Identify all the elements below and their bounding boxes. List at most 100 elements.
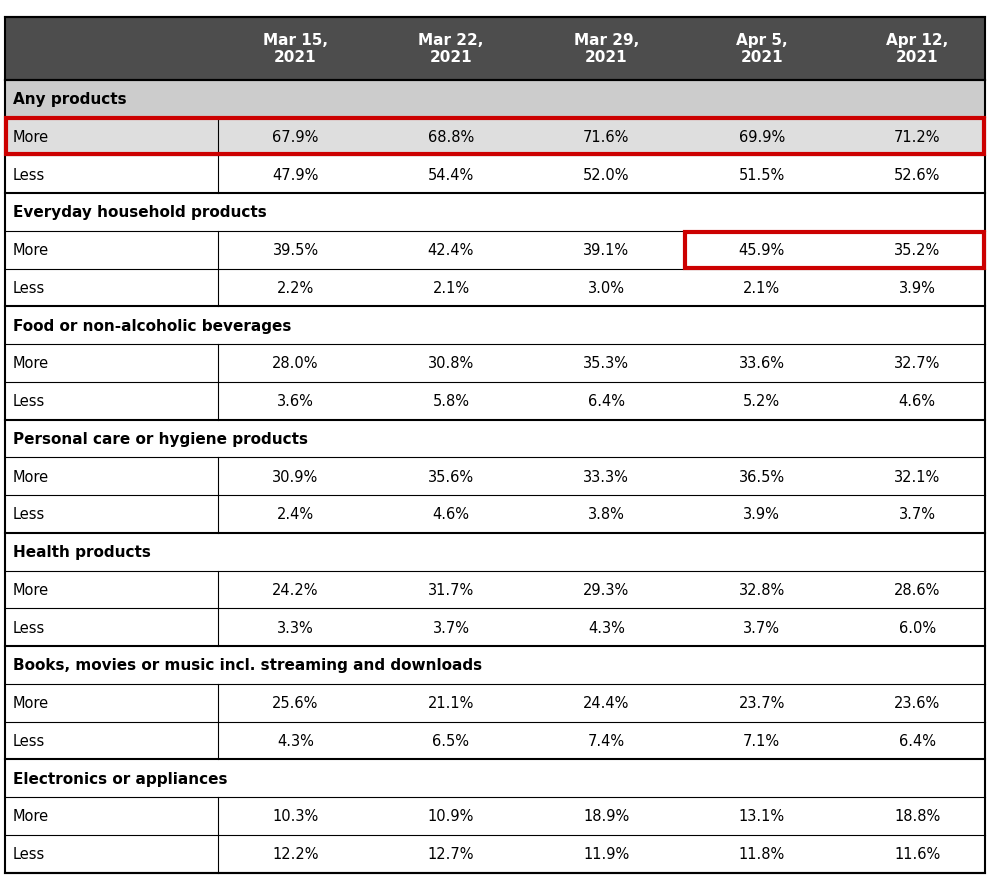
Bar <box>5 684 985 722</box>
Text: 6.4%: 6.4% <box>899 733 936 748</box>
Bar <box>5 269 985 307</box>
Text: 4.3%: 4.3% <box>588 620 625 635</box>
Text: 30.8%: 30.8% <box>428 356 474 371</box>
Text: 11.9%: 11.9% <box>583 846 630 861</box>
Text: 24.2%: 24.2% <box>272 582 319 597</box>
Text: 4.3%: 4.3% <box>277 733 314 748</box>
Text: 2.1%: 2.1% <box>433 281 469 296</box>
Text: Health products: Health products <box>13 545 150 560</box>
Text: 36.5%: 36.5% <box>739 469 785 484</box>
Bar <box>5 382 985 420</box>
Text: 39.1%: 39.1% <box>583 243 630 258</box>
Text: 13.1%: 13.1% <box>739 809 785 824</box>
Text: Mar 15,
2021: Mar 15, 2021 <box>263 33 328 65</box>
Text: Any products: Any products <box>13 92 127 107</box>
Text: 32.1%: 32.1% <box>894 469 940 484</box>
Bar <box>5 797 985 835</box>
Text: 10.3%: 10.3% <box>272 809 319 824</box>
Text: More: More <box>13 243 49 258</box>
Text: 68.8%: 68.8% <box>428 130 474 145</box>
Text: 28.6%: 28.6% <box>894 582 940 597</box>
Text: More: More <box>13 695 49 710</box>
Text: 12.2%: 12.2% <box>272 846 319 861</box>
Text: More: More <box>13 469 49 484</box>
Text: 4.6%: 4.6% <box>433 507 469 522</box>
Bar <box>5 609 985 646</box>
Text: 54.4%: 54.4% <box>428 168 474 182</box>
Text: 24.4%: 24.4% <box>583 695 630 710</box>
Text: 51.5%: 51.5% <box>739 168 785 182</box>
Text: 7.4%: 7.4% <box>588 733 625 748</box>
Bar <box>5 18 985 81</box>
Bar <box>5 345 985 382</box>
Text: 31.7%: 31.7% <box>428 582 474 597</box>
Text: 5.2%: 5.2% <box>743 394 780 409</box>
Text: Less: Less <box>13 281 46 296</box>
Text: More: More <box>13 356 49 371</box>
Text: 3.3%: 3.3% <box>277 620 314 635</box>
Text: 3.6%: 3.6% <box>277 394 314 409</box>
Text: 33.3%: 33.3% <box>583 469 630 484</box>
Text: 30.9%: 30.9% <box>272 469 319 484</box>
Text: 35.6%: 35.6% <box>428 469 474 484</box>
Text: 39.5%: 39.5% <box>272 243 319 258</box>
Bar <box>5 533 985 571</box>
Text: 3.8%: 3.8% <box>588 507 625 522</box>
Text: 2.1%: 2.1% <box>743 281 780 296</box>
Text: 18.8%: 18.8% <box>894 809 940 824</box>
Bar <box>5 835 985 873</box>
Text: More: More <box>13 130 49 145</box>
Bar <box>5 496 985 533</box>
Text: 3.7%: 3.7% <box>433 620 469 635</box>
Text: 45.9%: 45.9% <box>739 243 785 258</box>
Text: 32.8%: 32.8% <box>739 582 785 597</box>
Text: 47.9%: 47.9% <box>272 168 319 182</box>
Bar <box>5 156 985 194</box>
Text: 18.9%: 18.9% <box>583 809 630 824</box>
Text: 29.3%: 29.3% <box>583 582 630 597</box>
Text: 35.3%: 35.3% <box>583 356 630 371</box>
Text: 67.9%: 67.9% <box>272 130 319 145</box>
Text: 71.6%: 71.6% <box>583 130 630 145</box>
Text: 71.2%: 71.2% <box>894 130 940 145</box>
Text: Less: Less <box>13 846 46 861</box>
Text: 32.7%: 32.7% <box>894 356 940 371</box>
Text: 3.9%: 3.9% <box>743 507 780 522</box>
Bar <box>5 81 985 118</box>
Text: 6.4%: 6.4% <box>588 394 625 409</box>
Text: 7.1%: 7.1% <box>743 733 780 748</box>
Text: Everyday household products: Everyday household products <box>13 205 266 220</box>
Text: 33.6%: 33.6% <box>739 356 785 371</box>
Text: Mar 22,
2021: Mar 22, 2021 <box>418 33 484 65</box>
Text: More: More <box>13 582 49 597</box>
Bar <box>5 307 985 345</box>
Text: 35.2%: 35.2% <box>894 243 940 258</box>
Text: 12.7%: 12.7% <box>428 846 474 861</box>
Bar <box>5 722 985 759</box>
Text: 2.2%: 2.2% <box>277 281 314 296</box>
Text: Apr 12,
2021: Apr 12, 2021 <box>886 33 948 65</box>
Text: Less: Less <box>13 733 46 748</box>
Text: 25.6%: 25.6% <box>272 695 319 710</box>
Bar <box>5 118 985 156</box>
Text: 23.6%: 23.6% <box>894 695 940 710</box>
Text: 11.8%: 11.8% <box>739 846 785 861</box>
Bar <box>5 194 985 232</box>
Bar <box>685 232 984 268</box>
Text: 28.0%: 28.0% <box>272 356 319 371</box>
Text: Books, movies or music incl. streaming and downloads: Books, movies or music incl. streaming a… <box>13 658 482 673</box>
Bar <box>5 646 985 684</box>
Text: Apr 5,
2021: Apr 5, 2021 <box>736 33 788 65</box>
Text: Personal care or hygiene products: Personal care or hygiene products <box>13 431 308 446</box>
Text: 2.4%: 2.4% <box>277 507 314 522</box>
Text: 3.7%: 3.7% <box>743 620 780 635</box>
Text: Mar 29,
2021: Mar 29, 2021 <box>574 33 639 65</box>
Text: 6.0%: 6.0% <box>899 620 936 635</box>
Bar <box>5 458 985 496</box>
Text: 3.7%: 3.7% <box>899 507 936 522</box>
Text: 52.0%: 52.0% <box>583 168 630 182</box>
Bar <box>5 571 985 609</box>
Text: 6.5%: 6.5% <box>433 733 469 748</box>
Bar <box>5 420 985 458</box>
Text: More: More <box>13 809 49 824</box>
